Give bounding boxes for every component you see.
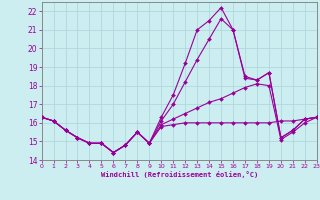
X-axis label: Windchill (Refroidissement éolien,°C): Windchill (Refroidissement éolien,°C) [100, 171, 258, 178]
